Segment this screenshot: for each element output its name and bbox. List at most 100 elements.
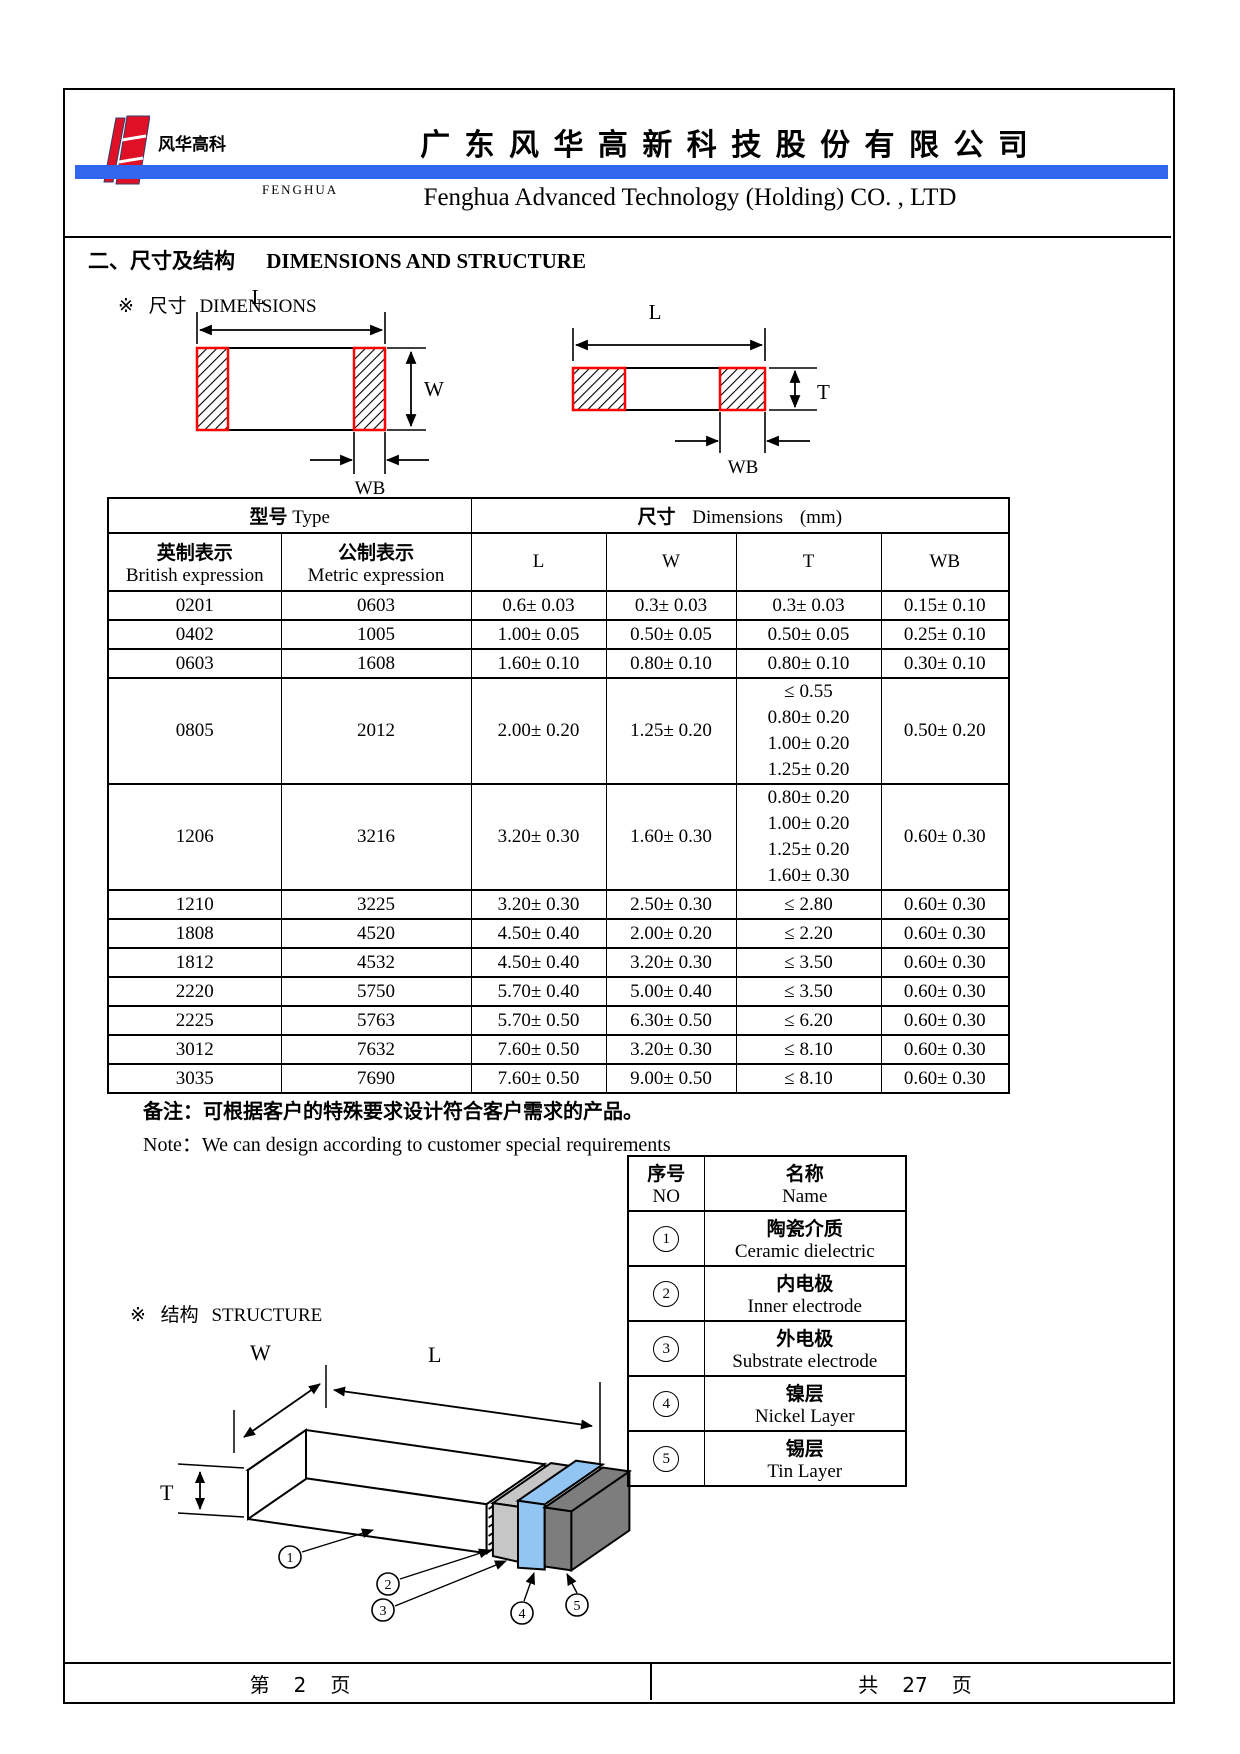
dims-cell-metric: 4520 xyxy=(280,918,472,949)
tin-layer-end xyxy=(570,1469,631,1573)
dims-cell-british: 3035 xyxy=(107,1063,282,1094)
dims-cell-l: 4.50± 0.40 xyxy=(470,918,607,949)
structure-heading: ※ 结构 STRUCTURE xyxy=(130,1300,322,1327)
structure-name-en: Tin Layer xyxy=(767,1461,843,1482)
structure-name-cell: 陶瓷介质 Ceramic dielectric xyxy=(703,1210,907,1267)
t-value: ≤ 2.20 xyxy=(784,922,833,944)
structure-l-label: L xyxy=(428,1342,441,1367)
col-header-l: L xyxy=(470,532,607,592)
col-british-cn: 英制表示 xyxy=(156,541,233,564)
structure-row: 4 镍层 Nickel Layer xyxy=(627,1375,907,1432)
structure-col-no-en: NO xyxy=(652,1186,680,1207)
structure-name-en: Ceramic dielectric xyxy=(734,1241,875,1262)
t-value: 1.00± 0.20 xyxy=(767,733,850,754)
type-group-en: Type xyxy=(292,507,330,528)
callout-2-number: 2 xyxy=(385,1578,392,1593)
t-value: 1.00± 0.20 xyxy=(767,813,850,834)
dims-cell-w: 0.80± 0.10 xyxy=(605,648,737,679)
circled-number: 1 xyxy=(653,1225,680,1252)
dims-cell-w: 1.25± 0.20 xyxy=(605,677,737,785)
footer-divider xyxy=(650,1662,652,1700)
side-view-diagram: L T WB xyxy=(571,303,830,478)
dims-cell-british: 3012 xyxy=(107,1034,282,1065)
dims-cell-metric: 7632 xyxy=(280,1034,472,1065)
dims-cell-l: 7.60± 0.50 xyxy=(470,1034,607,1065)
dims-group-header: 尺寸 Dimensions (mm) xyxy=(470,497,1010,534)
t-value: 1.25± 0.20 xyxy=(767,759,850,780)
dims-cell-wb: 0.60± 0.30 xyxy=(880,1005,1010,1036)
structure-t-label: T xyxy=(160,1480,174,1505)
dims-cell-metric: 5763 xyxy=(280,1005,472,1036)
dims-cell-t: 0.80± 0.20 1.00± 0.20 1.25± 0.20 1.60± 0.30 xyxy=(735,783,882,891)
dims-cell-british: 1210 xyxy=(107,889,282,920)
dims-row: 1808 4520 4.50± 0.40 2.00± 0.20 ≤ 2.20 0.60± … xyxy=(107,918,1010,949)
dims-row: 1206 3216 3.20± 0.30 1.60± 0.30 0.80± 0.20 1.… xyxy=(107,783,1010,891)
page-border-frame xyxy=(63,88,1175,1704)
dims-cell-british: 1206 xyxy=(107,783,282,891)
structure-heading-en: STRUCTURE xyxy=(211,1305,323,1326)
dims-row: 3035 7690 7.60± 0.50 9.00± 0.50 ≤ 8.10 0.60± … xyxy=(107,1063,1010,1094)
dims-cell-l: 5.70± 0.50 xyxy=(470,1005,607,1036)
structure-no-cell: 2 xyxy=(627,1265,705,1322)
dims-table-body: 0201 0603 0.6± 0.03 0.3± 0.03 0.3± 0.03 0.15±… xyxy=(107,590,1010,1094)
dims-cell-w: 2.00± 0.20 xyxy=(605,918,737,949)
circled-number: 2 xyxy=(653,1280,680,1307)
footer-total-prefix: 共 xyxy=(858,1673,879,1697)
structure-name-cn: 外电极 xyxy=(776,1328,834,1350)
structure-table: 序号 NO 名称 Name 1 陶瓷介质 Ceramic dielectric 2 内电… xyxy=(627,1155,907,1487)
col-british-en: British expression xyxy=(125,564,264,586)
col-header-w: W xyxy=(605,532,737,592)
dims-cell-t: ≤ 3.50 xyxy=(735,976,882,1007)
dimensions-heading-en: DIMENSIONS xyxy=(199,296,317,317)
col-header-wb: WB xyxy=(880,532,1010,592)
structure-col-name-cn: 名称 xyxy=(785,1163,824,1185)
dims-cell-metric: 4532 xyxy=(280,947,472,978)
structure-name-cell: 锡层 Tin Layer xyxy=(703,1430,907,1487)
t-value: ≤ 0.55 xyxy=(784,681,833,702)
structure-header-row: 序号 NO 名称 Name xyxy=(627,1155,907,1212)
t-ext-bottom xyxy=(177,1512,245,1518)
callout-3-number: 3 xyxy=(380,1604,387,1619)
footer-page-suffix: 页 xyxy=(330,1673,351,1697)
callout-3: 3 xyxy=(371,1560,507,1622)
dims-cell-british: 2225 xyxy=(107,1005,282,1036)
section-title: 二、尺寸及结构 DIMENSIONS AND STRUCTURE xyxy=(88,245,586,275)
structure-name-cn: 锡层 xyxy=(785,1438,824,1460)
t-value: ≤ 3.50 xyxy=(784,951,833,973)
dims-cell-l: 3.20± 0.30 xyxy=(470,889,607,920)
col-header-british: 英制表示 British expression xyxy=(107,532,282,592)
callout-4: 4 xyxy=(510,1572,536,1625)
tin-layer-front xyxy=(543,1506,573,1572)
header-blue-bar xyxy=(75,165,1168,179)
dims-cell-wb: 0.60± 0.30 xyxy=(880,918,1010,949)
terminal-left-hatched xyxy=(195,346,230,432)
t-value: 0.80± 0.10 xyxy=(767,652,850,674)
dims-row: 1812 4532 4.50± 0.40 3.20± 0.30 ≤ 3.50 0.60± … xyxy=(107,947,1010,978)
dims-cell-t: ≤ 0.55 0.80± 0.20 1.00± 0.20 1.25± 0.20 xyxy=(735,677,882,785)
dims-cell-metric: 1005 xyxy=(280,619,472,650)
dims-cell-british: 0603 xyxy=(107,648,282,679)
t-value: 1.25± 0.20 xyxy=(767,839,850,860)
dims-row: 0805 2012 2.00± 0.20 1.25± 0.20 ≤ 0.55 0.80± … xyxy=(107,677,1010,785)
logo-slit-2 xyxy=(118,156,144,164)
dims-cell-t: 0.50± 0.05 xyxy=(735,619,882,650)
dims-cell-wb: 0.15± 0.10 xyxy=(880,590,1010,621)
note-cn: 备注：可根据客户的特殊要求设计符合客户需求的产品。 xyxy=(143,1099,643,1123)
dims-row: 1210 3225 3.20± 0.30 2.50± 0.30 ≤ 2.80 0.60± … xyxy=(107,889,1010,920)
dims-cell-wb: 0.50± 0.20 xyxy=(880,677,1010,785)
dims-row: 0603 1608 1.60± 0.10 0.80± 0.10 0.80± 0.10 0.… xyxy=(107,648,1010,679)
structure-name-cn: 内电极 xyxy=(776,1273,834,1295)
dims-cell-metric: 5750 xyxy=(280,976,472,1007)
structure-name-en: Nickel Layer xyxy=(754,1406,855,1427)
dims-row: 0402 1005 1.00± 0.05 0.50± 0.05 0.50± 0.05 0.… xyxy=(107,619,1010,650)
dims-cell-l: 1.60± 0.10 xyxy=(470,648,607,679)
dims-cell-british: 0805 xyxy=(107,677,282,785)
callout-5: 5 xyxy=(565,1573,589,1617)
dimensions-table: 型号 Type 尺寸 Dimensions (mm) 英制表示 British … xyxy=(107,497,1011,1094)
top-view-diagram: L W WB xyxy=(195,286,444,498)
structure-heading-cn: 结构 xyxy=(160,1304,199,1326)
dims-cell-t: 0.3± 0.03 xyxy=(735,590,882,621)
dims-cell-t: ≤ 8.10 xyxy=(735,1034,882,1065)
structure-no-cell: 4 xyxy=(627,1375,705,1432)
